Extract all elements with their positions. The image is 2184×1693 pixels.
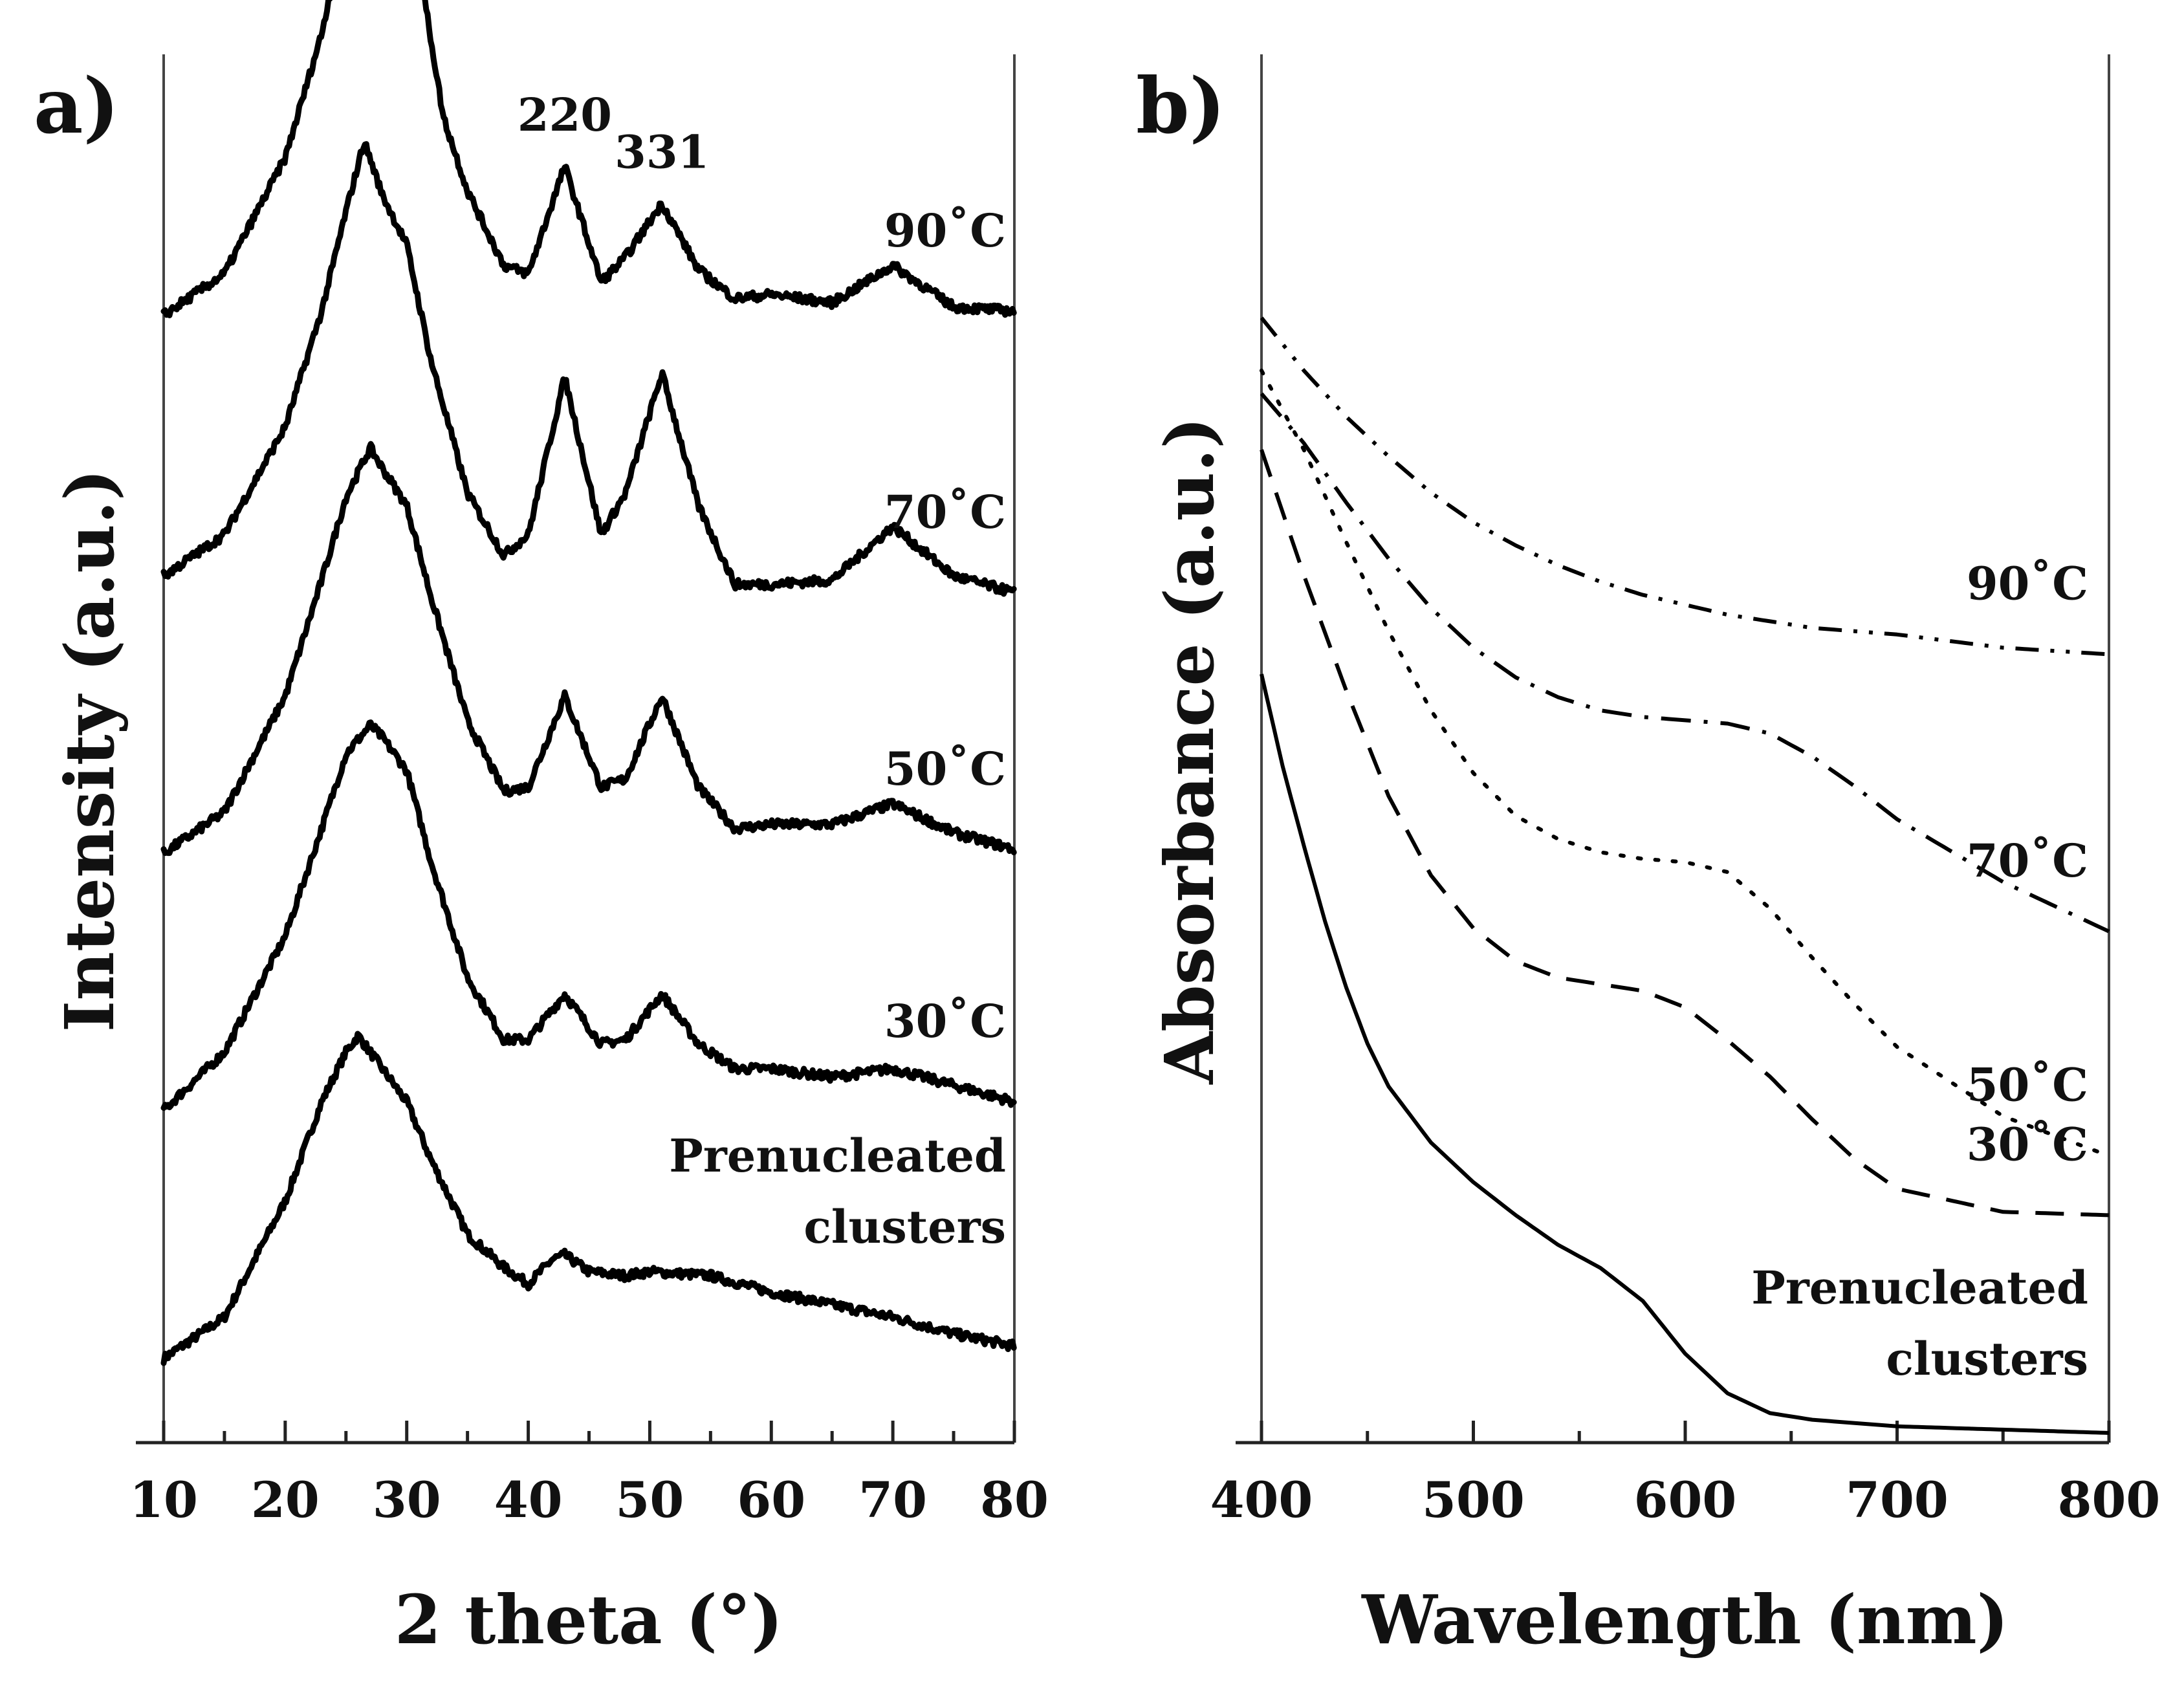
- panel-b-curve-label-prenucleated-clusters: clusters: [1886, 1332, 2088, 1386]
- panel-a-curve-30-c: [160, 719, 1017, 1111]
- panel-a-curve-50-c: [160, 441, 1017, 857]
- panel-a-x-tick-label: 70: [858, 1471, 927, 1529]
- panel-a-x-tick-label: 10: [129, 1471, 198, 1529]
- panel-a-curve-70-c: [160, 141, 1017, 597]
- panel-b-x-axis-title: Wavelength (nm): [1361, 1580, 2009, 1659]
- panel-a-curve-label-30-c: 30˚C: [884, 994, 1006, 1048]
- panel-b-curve-30-c: [1260, 449, 2110, 1218]
- panel-a-x-axis-title: 2 theta (°): [395, 1580, 783, 1659]
- panel-a-label: a): [34, 61, 119, 151]
- panel-a-x-tick-label: 20: [251, 1471, 320, 1529]
- panel-b-x-ticks: [1260, 1421, 2111, 1443]
- panel-b-x-tick-label: 800: [2058, 1471, 2161, 1529]
- panel-a-curves: [160, 0, 1017, 1366]
- panel-b-curve-prenucleated-clusters: [1260, 673, 2110, 1435]
- panel-b-curve-90-c: [1260, 316, 2110, 657]
- panel-b-curve-label-90-c: 90˚C: [1967, 556, 2088, 610]
- panel-a-x-tick-label: 40: [494, 1471, 563, 1529]
- panel-a-xrd-chart: a) 10 20 30 40 50 60 70 80 2 theta (°) Intensit…: [34, 0, 1049, 1659]
- panel-b-curve-label-70-c: 70˚C: [1967, 834, 2088, 888]
- panel-b-label: b): [1136, 61, 1225, 151]
- panel-a-peak-label-331: 331: [615, 125, 709, 179]
- panel-a-curve-label-prenucleated-clusters: Prenucleated: [669, 1129, 1006, 1183]
- panel-a-curve-label-70-c: 70˚C: [884, 485, 1006, 539]
- panel-b-curve-labels: Prenucleated clusters 30˚C50˚C 70˚C 90˚C: [1751, 556, 2088, 1386]
- panel-b-x-tick-label: 400: [1210, 1471, 1313, 1529]
- panel-b-x-tick-label: 500: [1422, 1471, 1525, 1529]
- panel-a-peak-label-220: 220: [518, 88, 612, 142]
- panel-a-peak-labels: 111200220331: [518, 88, 709, 179]
- panel-b-curve-label-50-c: 50˚C: [1967, 1058, 2088, 1112]
- panel-b-curve-50-c: [1260, 368, 2111, 1158]
- panel-b-curves: [1260, 316, 2111, 1435]
- panel-b-x-tick-label: 700: [1846, 1471, 1949, 1529]
- panel-a-curve-label-90-c: 90˚C: [884, 204, 1006, 257]
- panel-a-x-tick-label: 50: [616, 1471, 684, 1529]
- panel-a-curve-labels: Prenucleated clusters 30˚C 50˚C 70˚C 90˚C: [669, 204, 1006, 1254]
- panel-a-x-tick-label: 80: [980, 1471, 1049, 1529]
- panel-b-y-axis-title: Absorbance (a.u.): [1150, 417, 1229, 1084]
- panel-b-x-tick-label: 600: [1634, 1471, 1737, 1529]
- panel-a-curve-label-prenucleated-clusters: clusters: [803, 1200, 1006, 1254]
- panel-b-x-tick-labels: 400 500 600 700 800: [1210, 1471, 2161, 1529]
- panel-a-curve-prenucleated-clusters: [160, 1031, 1017, 1366]
- panel-a-curve-label-50-c: 50˚C: [884, 742, 1006, 796]
- panel-a-x-tick-labels: 10 20 30 40 50 60 70 80: [129, 1471, 1049, 1529]
- panel-a-y-axis-title: Intensity (a.u.): [50, 469, 129, 1032]
- panel-a-x-tick-label: 30: [373, 1471, 441, 1529]
- panel-b-curve-70-c: [1260, 392, 2110, 934]
- panel-b-curve-label-30-c: 30˚C: [1967, 1117, 2088, 1171]
- panel-a-x-ticks: [162, 1421, 1016, 1443]
- panel-b-uvvis-chart: b) 400 500 600 700 800 Wavelength (nm) Absor…: [1136, 54, 2160, 1659]
- panel-b-curve-label-prenucleated-clusters: Prenucleated: [1751, 1261, 2088, 1315]
- panel-a-x-tick-label: 60: [737, 1471, 805, 1529]
- panel-a-curve-90-c: [160, 0, 1017, 318]
